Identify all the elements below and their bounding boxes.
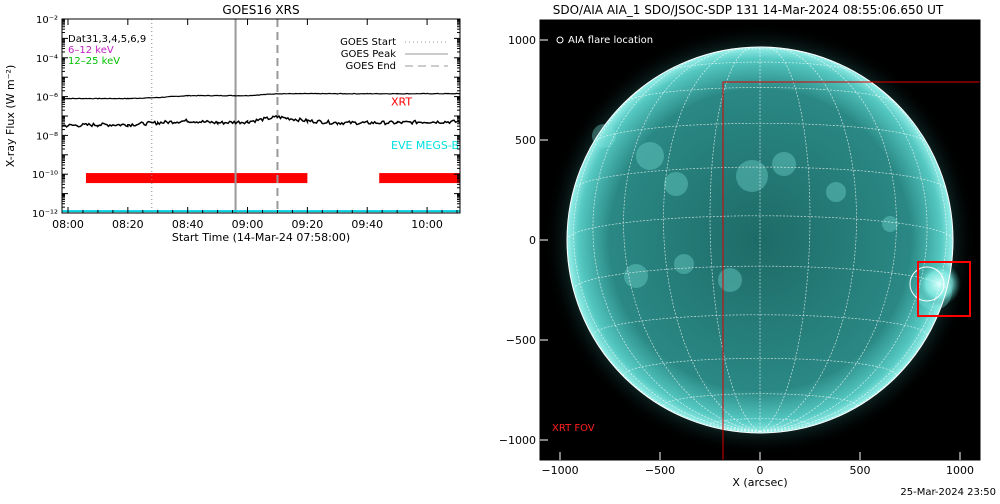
flux-series-0: [62, 92, 461, 100]
image-title: SDO/AIA AIA_1 SDO/JSOC-SDP 131 14-Mar-20…: [553, 3, 944, 17]
goes-xrs-chart: GOES16 XRS XRT EVE MEGS-B 10⁻¹² 10⁻¹⁰ 10⁻⁸ 10⁻…: [0, 0, 500, 500]
xrt-label: XRT: [391, 95, 412, 108]
active-region-8: [882, 216, 898, 232]
latitude-line: [566, 215, 954, 241]
solar-disk: [567, 47, 953, 433]
latitude-line: [573, 166, 947, 190]
x-tick-label: 09:20: [292, 218, 324, 231]
active-region-3: [772, 152, 796, 176]
x-tick-label: 08:40: [172, 218, 204, 231]
y-tick-label: 10⁻²: [36, 15, 58, 26]
y-tick-label: 10⁻⁴: [36, 54, 58, 65]
longitude-line: [709, 46, 761, 432]
active-region-6: [718, 268, 742, 292]
longitude-line: [663, 47, 761, 432]
flux-series-1: [61, 114, 461, 128]
latitude-line: [592, 314, 928, 336]
y-tick-label: −500: [506, 334, 536, 347]
longitude-line: [623, 48, 761, 432]
legend-energy-band: 6–12 keV: [68, 45, 114, 56]
longitude-line: [759, 51, 928, 432]
flare-legend-marker: [556, 36, 564, 44]
active-region-7: [826, 182, 846, 202]
latitude-line: [709, 418, 811, 426]
y-axis-label: X-ray Flux (W m⁻²): [4, 65, 17, 167]
active-region-5: [674, 254, 694, 274]
chart-title: GOES16 XRS: [222, 3, 299, 17]
x-axis-label: Start Time (14-Mar-24 07:58:00): [172, 231, 350, 244]
latitude-line: [663, 393, 857, 406]
legend-line-label: GOES End: [346, 61, 396, 72]
eve-megs-label: EVE MEGS-B: [391, 139, 459, 152]
x-axis-label: X (arcsec): [732, 476, 787, 489]
y-tick-label: 1000: [508, 34, 536, 47]
flare-brightening: [917, 262, 961, 306]
latitude-line: [666, 61, 854, 72]
active-region-9: [592, 124, 616, 148]
xrt-fov-label: XRT FOV: [552, 423, 595, 434]
legend-header: Dat31,3,4,5,6,9: [68, 34, 146, 45]
latitude-line: [573, 265, 947, 290]
longitude-line: [592, 51, 761, 432]
active-region-2: [736, 160, 768, 192]
x-tick-label: 08:20: [112, 218, 144, 231]
x-tick-label: 08:00: [52, 218, 84, 231]
x-tick-label: 09:40: [351, 218, 383, 231]
legend-line-label: GOES Start: [340, 37, 396, 48]
xrt-coverage-bar-0: [85, 173, 308, 184]
x-tick-label: 500: [850, 464, 871, 477]
x-tick-label: −1000: [541, 464, 578, 477]
latitude-line: [716, 48, 804, 53]
heliographic-grid: [566, 46, 954, 432]
longitude-line: [759, 48, 897, 432]
plot-frame: [61, 18, 461, 214]
legend-energy-band: 12–25 keV: [68, 56, 120, 67]
goes-xrs-plot: GOES16 XRS XRT EVE MEGS-B 10⁻¹² 10⁻¹⁰ 10⁻⁸ 10⁻…: [4, 3, 461, 244]
legend-line-label: GOES Peak: [341, 49, 396, 60]
longitude-line: [759, 66, 947, 432]
y-tick-label: 500: [515, 134, 536, 147]
latitude-line: [625, 87, 895, 103]
x-tick-label: 09:00: [232, 218, 264, 231]
solar-limb: [566, 46, 954, 434]
x-tick-label: 10:00: [411, 218, 443, 231]
aia-solar-image: SDO/AIA AIA_1 SDO/JSOC-SDP 131 14-Mar-20…: [499, 3, 981, 489]
xrt-fov-box: [722, 81, 980, 460]
active-region-1: [664, 172, 688, 196]
longitude-line: [573, 66, 761, 432]
aia-image-layer: [540, 20, 980, 460]
y-tick-label: 0: [529, 234, 536, 247]
active-region-0: [636, 142, 664, 170]
y-tick-label: 10⁻⁶: [36, 93, 58, 104]
x-tick-label: 1000: [946, 464, 974, 477]
y-tick-label: 10⁻⁸: [36, 131, 58, 142]
y-tick-label: −1000: [500, 434, 536, 447]
x-tick-label: 0: [757, 464, 764, 477]
y-tick-label: 10⁻¹⁰: [32, 170, 58, 181]
latitude-line: [593, 122, 927, 143]
generation-timestamp: 25-Mar-2024 23:50: [900, 487, 996, 498]
xrt-pointing-box: [917, 261, 971, 317]
flare-location-marker: [909, 266, 945, 302]
y-tick-label: 10⁻¹²: [32, 209, 58, 220]
xrt-coverage-bar-1: [379, 173, 460, 184]
x-tick-label: −500: [645, 464, 675, 477]
longitude-line: [759, 47, 857, 432]
aia-image-panel: SDO/AIA AIA_1 SDO/JSOC-SDP 131 14-Mar-20…: [499, 0, 1000, 500]
longitude-line: [759, 46, 811, 432]
flare-legend-label: AIA flare location: [568, 35, 653, 46]
